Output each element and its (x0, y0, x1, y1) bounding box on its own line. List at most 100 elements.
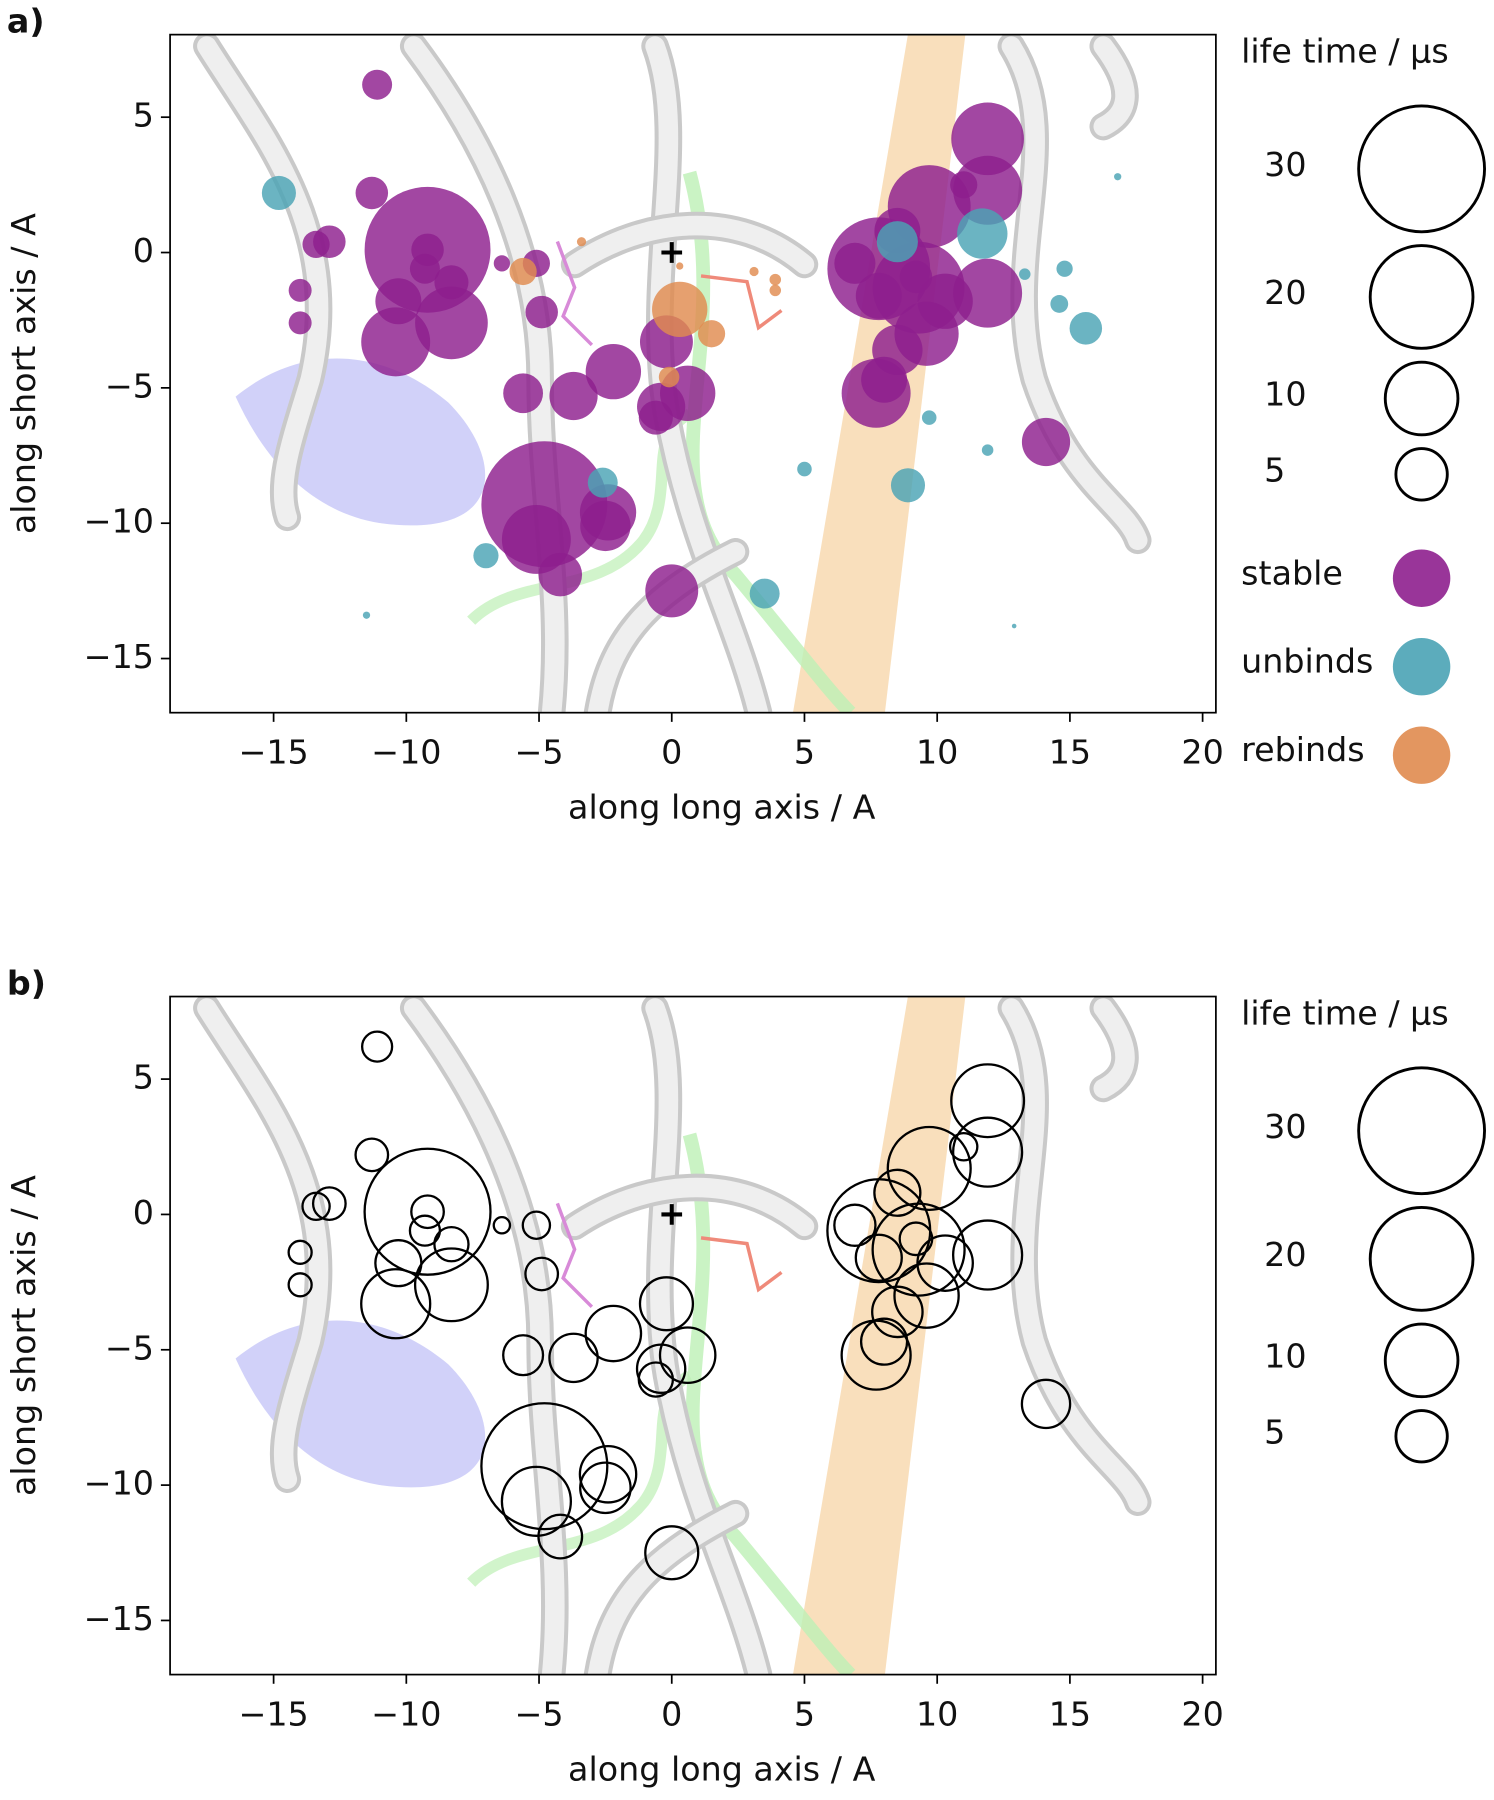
x-tick-label: 20 (1181, 1694, 1223, 1733)
y-tick-label: −5 (105, 366, 154, 405)
size-legend-marker (1368, 1206, 1475, 1312)
size-legend-marker (1383, 360, 1460, 437)
bubble (834, 242, 876, 284)
bubble (1069, 312, 1103, 345)
bubble (408, 1214, 442, 1247)
bubble (1019, 268, 1031, 280)
bubble (434, 265, 469, 300)
x-tick-label: 10 (916, 1694, 958, 1733)
bubble (644, 1525, 700, 1581)
bubble (652, 281, 708, 338)
bubble (916, 1234, 974, 1292)
bubble (981, 444, 994, 456)
y-tick-label: 0 (133, 231, 154, 270)
legend-label: rebinds (1241, 730, 1364, 769)
x-tick-label: 5 (794, 1694, 815, 1733)
bubble (890, 468, 926, 503)
x-tick-label: 15 (1049, 1694, 1091, 1733)
bubble (580, 500, 631, 552)
x-tick-label: −15 (238, 1694, 308, 1733)
bubble (886, 1125, 972, 1212)
bubble (288, 311, 312, 335)
bubble (1056, 260, 1073, 277)
bubble (538, 552, 583, 597)
bubble (769, 273, 782, 286)
bubble (638, 400, 673, 435)
size-legend-label: 30 (1264, 145, 1306, 184)
bubble (493, 255, 511, 272)
bubble (362, 611, 371, 619)
bubble (374, 1239, 423, 1288)
bubble (893, 1262, 960, 1329)
x-tick-label: 10 (916, 733, 958, 772)
size-legend-label: 20 (1264, 1235, 1306, 1274)
bubble (957, 208, 1008, 259)
x-tick-label: 5 (794, 733, 815, 772)
bubble (833, 1203, 877, 1247)
size-legend-marker (1357, 1066, 1486, 1196)
bubble (658, 1326, 717, 1385)
bubble (410, 1194, 445, 1230)
y-tick-label: −10 (84, 1464, 154, 1503)
size-legend-label: 5 (1264, 451, 1285, 490)
bubble (287, 1239, 313, 1265)
legend-marker (1392, 549, 1451, 607)
bubble (841, 358, 911, 428)
bubble (537, 1513, 584, 1560)
bubble (876, 221, 918, 263)
bubble (360, 1030, 394, 1063)
x-tick-label: 0 (661, 733, 682, 772)
size-legend-title: life time / µs (1241, 993, 1449, 1032)
size-legend-marker (1394, 447, 1449, 502)
bubble (1050, 295, 1069, 313)
background-structure (170, 997, 1216, 1675)
bubble (797, 461, 812, 477)
bubble (769, 284, 782, 297)
bubble (288, 278, 312, 302)
y-axis-label: along short axis / A (4, 1175, 43, 1496)
x-tick-label: 15 (1049, 733, 1091, 772)
x-tick-label: −5 (514, 1694, 563, 1733)
x-tick-label: 0 (661, 1694, 682, 1733)
bubble (311, 1186, 347, 1222)
bubble (635, 1343, 687, 1394)
legend-label: unbinds (1241, 642, 1373, 681)
bubble (953, 258, 1023, 328)
legend-marker (1392, 637, 1451, 696)
bubble (492, 1215, 512, 1235)
bubble (676, 262, 684, 270)
size-legend-label: 10 (1264, 1337, 1306, 1376)
y-tick-label: −15 (84, 637, 154, 676)
bubble (840, 1319, 912, 1391)
bubble (524, 1256, 560, 1292)
bubble (1021, 417, 1071, 467)
bubble (363, 1147, 492, 1276)
y-tick-label: 0 (133, 1193, 154, 1232)
bubble (587, 467, 618, 498)
bubble (854, 1233, 903, 1282)
x-axis-label: along long axis / A (568, 788, 876, 827)
y-axis-label: along short axis / A (4, 213, 43, 534)
size-legend-title: life time / µs (1241, 32, 1449, 71)
bubble (549, 371, 598, 421)
bubble (354, 1137, 390, 1173)
bubble (871, 1285, 924, 1339)
bubble (1020, 1378, 1072, 1430)
bubble (658, 366, 680, 388)
origin-cross (661, 1204, 683, 1225)
bubble (871, 1202, 966, 1297)
bubble (361, 307, 431, 377)
bubble (898, 1221, 934, 1257)
bubble (637, 1361, 675, 1398)
plot-frame (169, 33, 1217, 714)
bubble (579, 1461, 632, 1515)
size-legend-marker (1368, 244, 1475, 350)
bubble (951, 102, 1024, 176)
bubble (638, 1276, 695, 1332)
bubble (950, 1063, 1026, 1139)
bubble (855, 272, 902, 319)
size-legend-label: 20 (1264, 273, 1306, 312)
bubble (287, 1272, 313, 1298)
bubble (1114, 173, 1122, 181)
bubble (503, 373, 544, 414)
